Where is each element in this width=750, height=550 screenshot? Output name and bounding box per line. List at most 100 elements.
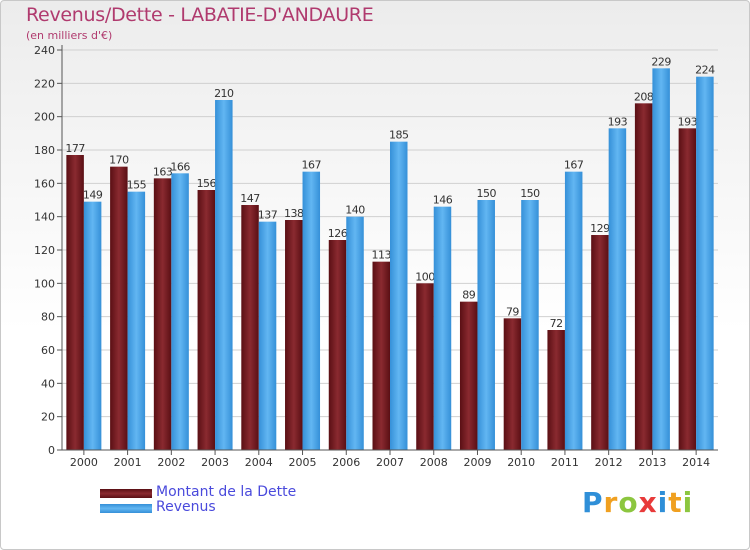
data-label-dette-2000: 177 bbox=[65, 142, 85, 155]
bar-revenus-2008 bbox=[433, 206, 452, 450]
chart-title: Revenus/Dette - LABATIE-D'ANDAURE bbox=[26, 4, 374, 26]
bar-revenus-2009 bbox=[477, 200, 495, 450]
bar-dette-2001 bbox=[110, 166, 128, 450]
x-tick-label: 2008 bbox=[420, 456, 448, 469]
data-label-revenus-2004: 137 bbox=[258, 209, 278, 222]
data-label-revenus-2005: 167 bbox=[302, 159, 322, 172]
x-tick-label: 2000 bbox=[70, 456, 98, 469]
logo-letter: i bbox=[657, 486, 669, 519]
data-label-dette-2012: 129 bbox=[590, 222, 610, 235]
y-tick-label: 220 bbox=[34, 77, 55, 90]
data-label-dette-2005: 138 bbox=[284, 207, 304, 220]
bar-dette-2008 bbox=[416, 283, 434, 450]
data-label-dette-2002: 163 bbox=[153, 165, 173, 178]
x-tick-label: 2013 bbox=[638, 456, 666, 469]
y-tick-label: 200 bbox=[34, 111, 55, 124]
data-label-revenus-2011: 167 bbox=[564, 159, 584, 172]
data-label-revenus-2003: 210 bbox=[214, 87, 234, 100]
data-label-revenus-2000: 149 bbox=[83, 189, 103, 202]
bar-revenus-2013 bbox=[652, 68, 670, 450]
logo-letter: i bbox=[682, 486, 694, 519]
data-label-revenus-2001: 155 bbox=[127, 179, 147, 192]
bar-dette-2002 bbox=[153, 178, 172, 451]
x-tick-label: 2011 bbox=[551, 456, 579, 469]
data-label-revenus-2008: 146 bbox=[433, 194, 453, 207]
x-tick-label: 2010 bbox=[507, 456, 535, 469]
bar-dette-2007 bbox=[372, 261, 390, 450]
x-tick-label: 2009 bbox=[463, 456, 491, 469]
bar-dette-2003 bbox=[197, 190, 216, 450]
bar-revenus-2006 bbox=[346, 216, 364, 450]
data-label-dette-2004: 147 bbox=[240, 192, 260, 205]
bar-revenus-2003 bbox=[215, 100, 233, 450]
bar-revenus-2005 bbox=[302, 171, 321, 450]
axes: 0 20 40 60 80 100 120 140 160 180 200 220 240 2000 200… bbox=[34, 44, 718, 469]
bar-dette-2009 bbox=[459, 301, 478, 450]
data-label-dette-2003: 156 bbox=[197, 177, 217, 190]
x-tick-label: 2003 bbox=[201, 456, 229, 469]
x-tick-label: 2007 bbox=[376, 456, 404, 469]
bar-revenus-2011 bbox=[564, 171, 583, 450]
data-label-revenus-2009: 150 bbox=[476, 187, 496, 200]
logo-letter: o bbox=[618, 486, 639, 519]
bar-revenus-2014 bbox=[696, 76, 714, 451]
y-tick-label: 100 bbox=[34, 277, 55, 290]
proxiti-logo: Proxiti bbox=[582, 486, 693, 519]
x-tick-label: 2014 bbox=[682, 456, 710, 469]
bar-dette-2005 bbox=[285, 220, 303, 450]
x-tick-label: 2001 bbox=[114, 456, 142, 469]
x-tick-label: 2002 bbox=[157, 456, 185, 469]
data-label-dette-2014: 193 bbox=[678, 115, 698, 128]
legend-label-revenus: Revenus bbox=[156, 499, 216, 515]
y-tick-label: 80 bbox=[41, 311, 55, 324]
data-label-revenus-2006: 140 bbox=[345, 204, 365, 217]
legend-swatch-revenus bbox=[100, 504, 152, 513]
y-tick-label: 140 bbox=[34, 211, 55, 224]
bar-dette-2000 bbox=[66, 155, 84, 450]
data-label-revenus-2007: 185 bbox=[389, 129, 409, 142]
x-tick-label: 2012 bbox=[595, 456, 623, 469]
logo-letter: P bbox=[582, 486, 604, 519]
legend-item-revenus: Revenus bbox=[100, 499, 400, 517]
y-tick-label: 0 bbox=[48, 444, 55, 457]
legend-swatch-dette bbox=[100, 489, 152, 498]
bar-dette-2013 bbox=[634, 103, 653, 450]
data-label-revenus-2012: 193 bbox=[608, 115, 628, 128]
data-label-dette-2013: 208 bbox=[634, 90, 654, 103]
bar-dette-2012 bbox=[591, 235, 609, 450]
bar-revenus-2007 bbox=[390, 141, 408, 450]
data-label-dette-2006: 126 bbox=[328, 227, 348, 240]
bar-dette-2006 bbox=[328, 240, 347, 450]
bar-revenus-2001 bbox=[127, 191, 146, 450]
data-label-dette-2009: 89 bbox=[462, 289, 475, 302]
logo-letter: t bbox=[668, 486, 683, 519]
y-tick-label: 240 bbox=[34, 44, 55, 57]
data-label-revenus-2014: 224 bbox=[695, 64, 715, 77]
bar-revenus-2004 bbox=[258, 221, 277, 450]
y-tick-label: 120 bbox=[34, 244, 55, 257]
data-label-dette-2011: 72 bbox=[550, 317, 563, 330]
bar-revenus-2000 bbox=[83, 201, 102, 450]
y-tick-label: 40 bbox=[41, 377, 55, 390]
bar-revenus-2002 bbox=[171, 173, 189, 451]
data-label-dette-2007: 113 bbox=[372, 249, 392, 262]
legend-label-dette: Montant de la Dette bbox=[156, 484, 297, 500]
y-tick-label: 20 bbox=[41, 411, 55, 424]
data-label-revenus-2010: 150 bbox=[520, 187, 540, 200]
logo-letter: r bbox=[603, 486, 619, 519]
y-tick-label: 180 bbox=[34, 144, 55, 157]
x-tick-label: 2006 bbox=[332, 456, 360, 469]
data-label-revenus-2002: 166 bbox=[170, 160, 190, 173]
data-label-dette-2001: 170 bbox=[109, 154, 129, 167]
bar-dette-2011 bbox=[547, 330, 565, 450]
data-label-revenus-2013: 229 bbox=[651, 55, 671, 68]
bar-revenus-2012 bbox=[608, 128, 627, 451]
x-tick-label: 2004 bbox=[245, 456, 273, 469]
y-tick-label: 60 bbox=[41, 344, 55, 357]
data-label-dette-2010: 79 bbox=[506, 305, 519, 318]
bar-dette-2014 bbox=[678, 128, 697, 451]
legend-item-dette: Montant de la Dette bbox=[100, 484, 400, 502]
chart-subtitle: (en milliers d'€) bbox=[26, 29, 113, 42]
